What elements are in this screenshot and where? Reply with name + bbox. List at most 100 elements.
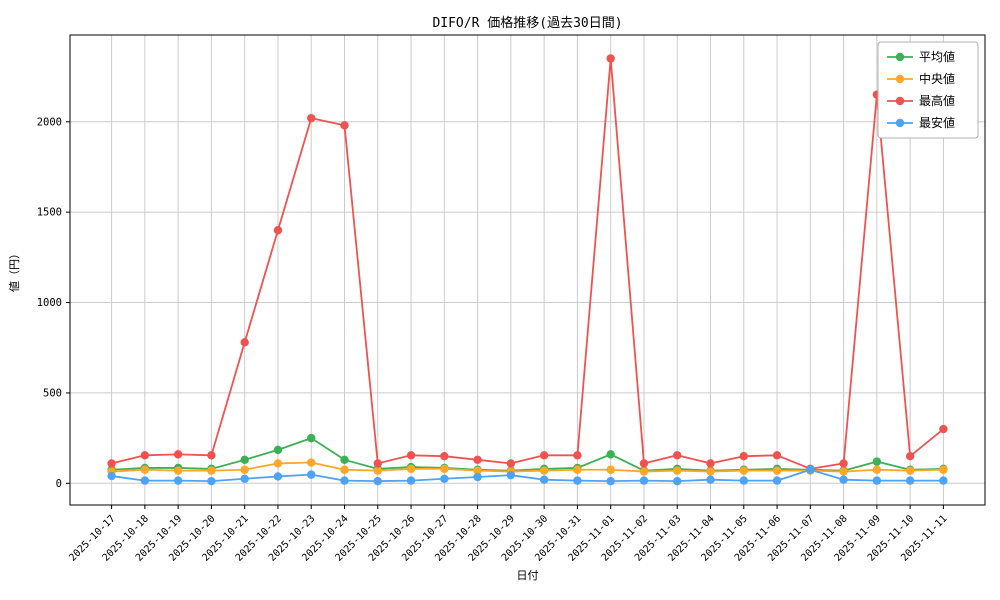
data-point-lowest <box>440 474 449 483</box>
data-point-lowest <box>739 476 748 485</box>
data-point-median <box>406 464 416 474</box>
y-tick-label: 0 <box>56 478 62 490</box>
data-point-lowest <box>939 476 948 485</box>
data-point-median <box>473 466 482 475</box>
data-point-median <box>273 459 283 468</box>
data-point-median <box>307 458 316 467</box>
data-point-average <box>240 455 249 465</box>
data-point-median <box>440 464 449 474</box>
data-point-median <box>573 465 582 474</box>
data-point-median <box>240 465 249 474</box>
data-point-average <box>606 450 615 459</box>
legend-marker-icon <box>895 118 905 128</box>
data-point-highest <box>173 450 183 459</box>
legend-marker-icon <box>895 52 905 62</box>
data-point-median <box>173 466 183 475</box>
x-axis-label: 日付 <box>516 569 539 582</box>
data-point-highest <box>107 459 116 468</box>
legend-label: 中央値 <box>919 71 955 86</box>
data-point-lowest <box>905 476 915 485</box>
data-point-lowest <box>473 472 482 482</box>
data-point-lowest <box>839 475 848 484</box>
data-point-highest <box>539 451 549 460</box>
legend-marker-icon <box>895 74 905 84</box>
data-point-lowest <box>606 476 615 486</box>
data-point-highest <box>673 451 682 460</box>
data-point-lowest <box>639 476 649 485</box>
chart-title: DIFO/R 価格推移(過去30日間) <box>432 16 623 31</box>
y-tick-label: 2000 <box>37 116 62 128</box>
data-point-median <box>340 465 349 474</box>
y-tick-label: 500 <box>43 387 62 399</box>
data-point-lowest <box>506 470 516 480</box>
data-point-lowest <box>340 476 349 485</box>
data-point-highest <box>140 451 150 460</box>
data-point-median <box>739 466 748 475</box>
grid-lines <box>70 35 985 505</box>
data-point-highest <box>739 451 748 461</box>
legend-label: 最高値 <box>919 93 955 108</box>
data-point-median <box>140 465 150 474</box>
data-point-highest <box>473 455 482 465</box>
data-point-highest <box>706 459 715 468</box>
data-point-highest <box>440 451 449 461</box>
data-point-highest <box>307 113 316 123</box>
data-point-highest <box>905 451 915 461</box>
legend-label: 平均値 <box>919 49 955 64</box>
data-point-median <box>905 466 915 475</box>
data-point-lowest <box>307 470 316 479</box>
y-tick-label: 1500 <box>37 207 62 219</box>
data-point-median <box>373 466 382 475</box>
data-point-average <box>307 433 316 443</box>
data-point-highest <box>273 226 283 235</box>
series-highest <box>107 54 948 474</box>
data-point-median <box>539 466 549 475</box>
data-point-highest <box>207 451 216 460</box>
data-point-lowest <box>240 474 249 483</box>
data-point-median <box>939 465 948 474</box>
data-point-lowest <box>706 475 715 484</box>
data-point-highest <box>240 338 249 347</box>
legend-item-average: 平均値 <box>887 49 955 64</box>
data-point-highest <box>639 459 649 468</box>
data-point-lowest <box>373 476 382 486</box>
data-point-median <box>706 467 715 476</box>
data-point-median <box>639 467 649 476</box>
data-point-lowest <box>539 475 549 484</box>
data-point-highest <box>340 121 349 130</box>
data-point-highest <box>772 451 782 460</box>
data-point-lowest <box>207 476 216 486</box>
data-point-lowest <box>573 476 582 485</box>
data-point-lowest <box>406 476 416 485</box>
data-point-average <box>872 457 882 466</box>
data-point-median <box>872 465 882 474</box>
data-point-highest <box>406 451 416 460</box>
data-point-lowest <box>872 476 882 485</box>
data-point-median <box>772 466 782 475</box>
axes-border <box>69 34 986 506</box>
data-point-average <box>340 455 349 465</box>
data-point-highest <box>506 459 516 468</box>
legend-item-lowest: 最安値 <box>887 115 955 130</box>
data-point-lowest <box>107 471 116 481</box>
data-point-lowest <box>673 476 682 486</box>
data-point-highest <box>373 459 382 468</box>
x-axis: 2025-10-172025-10-182025-10-192025-10-20… <box>67 505 950 564</box>
data-point-median <box>606 465 615 474</box>
data-point-median <box>207 466 216 475</box>
data-point-lowest <box>772 476 782 485</box>
plot-area <box>70 35 985 505</box>
legend-marker-icon <box>895 96 905 106</box>
data-point-lowest <box>273 472 283 481</box>
data-point-average <box>273 445 283 455</box>
legend-label: 最安値 <box>919 115 955 130</box>
y-tick-label: 1000 <box>37 297 62 309</box>
data-point-lowest <box>806 465 815 474</box>
data-point-highest <box>606 54 615 63</box>
legend-item-highest: 最高値 <box>887 93 955 108</box>
data-point-lowest <box>173 476 183 485</box>
data-point-highest <box>939 424 948 434</box>
data-point-median <box>673 466 682 475</box>
